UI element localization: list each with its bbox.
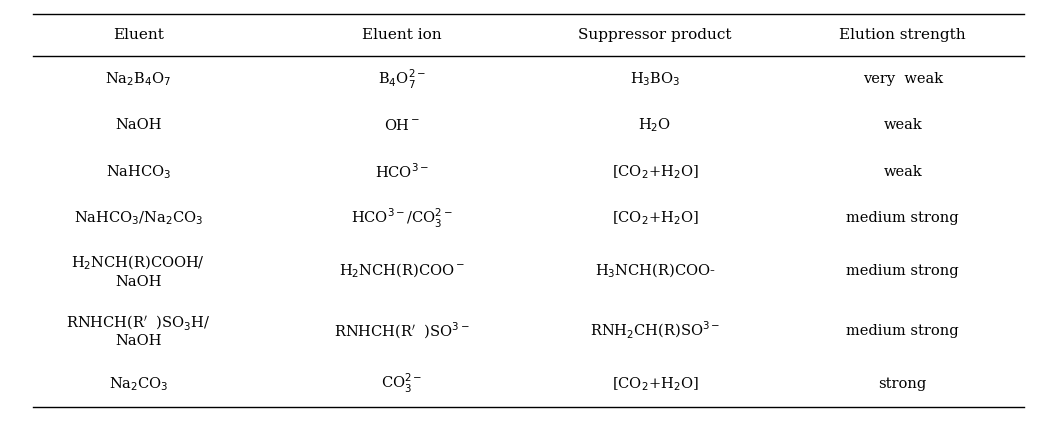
- Text: H$_2$NCH(R)COO$^-$: H$_2$NCH(R)COO$^-$: [339, 262, 465, 280]
- Text: H$_3$NCH(R)COO-: H$_3$NCH(R)COO-: [595, 262, 716, 280]
- Text: very  weak: very weak: [863, 72, 943, 86]
- Text: NaOH: NaOH: [115, 118, 162, 133]
- Text: weak: weak: [884, 118, 922, 133]
- Text: OH$^-$: OH$^-$: [384, 118, 421, 133]
- Text: medium strong: medium strong: [847, 211, 959, 225]
- Text: HCO$^{3-}$/CO$_3^{2-}$: HCO$^{3-}$/CO$_3^{2-}$: [351, 207, 453, 230]
- Text: RNHCH(R$'$  )SO$_3$H/
NaOH: RNHCH(R$'$ )SO$_3$H/ NaOH: [67, 313, 210, 349]
- Text: [CO$_2$+H$_2$O]: [CO$_2$+H$_2$O]: [612, 163, 699, 181]
- Text: Suppressor product: Suppressor product: [578, 28, 731, 42]
- Text: NaHCO$_3$: NaHCO$_3$: [106, 163, 171, 181]
- Text: H$_2$O: H$_2$O: [638, 117, 671, 134]
- Text: [CO$_2$+H$_2$O]: [CO$_2$+H$_2$O]: [612, 209, 699, 227]
- Text: strong: strong: [878, 377, 927, 391]
- Text: H$_3$BO$_3$: H$_3$BO$_3$: [630, 70, 681, 88]
- Text: RNHCH(R$'$  )SO$^{3-}$: RNHCH(R$'$ )SO$^{3-}$: [334, 321, 470, 341]
- Text: RNH$_2$CH(R)SO$^{3-}$: RNH$_2$CH(R)SO$^{3-}$: [590, 320, 720, 341]
- Text: B$_4$O$_7^{2-}$: B$_4$O$_7^{2-}$: [378, 67, 426, 91]
- Text: weak: weak: [884, 165, 922, 179]
- Text: Eluent ion: Eluent ion: [363, 28, 442, 42]
- Text: [CO$_2$+H$_2$O]: [CO$_2$+H$_2$O]: [612, 375, 699, 393]
- Text: NaHCO$_3$/Na$_2$CO$_3$: NaHCO$_3$/Na$_2$CO$_3$: [74, 209, 203, 227]
- Text: Eluent: Eluent: [113, 28, 164, 42]
- Text: Elution strength: Elution strength: [839, 28, 966, 42]
- Text: HCO$^{3-}$: HCO$^{3-}$: [375, 163, 429, 181]
- Text: medium strong: medium strong: [847, 264, 959, 278]
- Text: H$_2$NCH(R)COOH/
NaOH: H$_2$NCH(R)COOH/ NaOH: [72, 254, 205, 288]
- Text: Na$_2$B$_4$O$_7$: Na$_2$B$_4$O$_7$: [106, 70, 171, 88]
- Text: Na$_2$CO$_3$: Na$_2$CO$_3$: [109, 375, 168, 393]
- Text: medium strong: medium strong: [847, 324, 959, 338]
- Text: CO$_3^{2-}$: CO$_3^{2-}$: [382, 372, 423, 395]
